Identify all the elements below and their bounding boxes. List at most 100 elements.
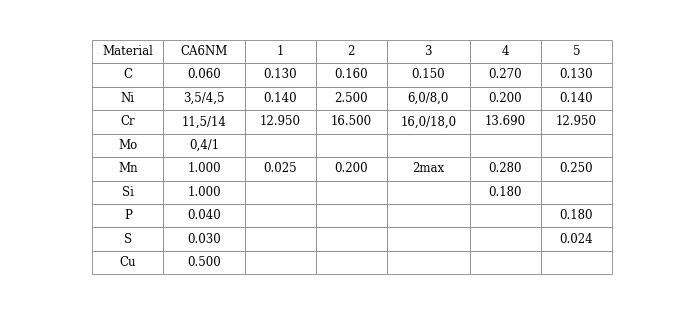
Text: 3: 3 [425, 45, 432, 58]
Text: 6,0/8,0: 6,0/8,0 [407, 92, 449, 105]
Bar [315, 157, 387, 180]
Bar [470, 204, 541, 227]
Bar [470, 63, 541, 87]
Bar [92, 251, 164, 274]
Bar [541, 204, 612, 227]
Text: 11,5/14: 11,5/14 [181, 115, 227, 128]
Bar [92, 87, 164, 110]
Text: 0.200: 0.200 [488, 92, 522, 105]
Bar [92, 204, 164, 227]
Bar [245, 134, 315, 157]
Text: Si: Si [122, 186, 134, 199]
Bar [541, 157, 612, 180]
Bar [92, 134, 164, 157]
Text: 0.500: 0.500 [187, 256, 221, 269]
Text: 0.200: 0.200 [335, 162, 368, 175]
Bar [245, 110, 315, 134]
Bar [541, 110, 612, 134]
Bar [315, 63, 387, 87]
Text: 0.140: 0.140 [560, 92, 593, 105]
Text: 4: 4 [502, 45, 509, 58]
Bar [470, 227, 541, 251]
Bar [315, 251, 387, 274]
Text: 0.180: 0.180 [488, 186, 522, 199]
Bar [164, 227, 245, 251]
Text: 0.024: 0.024 [560, 233, 593, 246]
Bar [387, 40, 470, 63]
Bar [164, 63, 245, 87]
Text: 2max: 2max [412, 162, 444, 175]
Bar [92, 110, 164, 134]
Text: 0.180: 0.180 [560, 209, 593, 222]
Bar [541, 180, 612, 204]
Text: 0.040: 0.040 [187, 209, 221, 222]
Bar [470, 87, 541, 110]
Bar [541, 251, 612, 274]
Text: 12.950: 12.950 [260, 115, 301, 128]
Bar [315, 227, 387, 251]
Bar [92, 157, 164, 180]
Bar [245, 180, 315, 204]
Bar [541, 40, 612, 63]
Bar [541, 134, 612, 157]
Bar [541, 63, 612, 87]
Bar [164, 40, 245, 63]
Text: 0.130: 0.130 [263, 68, 297, 81]
Bar [470, 134, 541, 157]
Text: 3,5/4,5: 3,5/4,5 [183, 92, 225, 105]
Bar [387, 180, 470, 204]
Text: 0.025: 0.025 [263, 162, 297, 175]
Bar [387, 227, 470, 251]
Bar [164, 204, 245, 227]
Text: Cr: Cr [120, 115, 135, 128]
Text: P: P [124, 209, 132, 222]
Text: CA6NM: CA6NM [180, 45, 227, 58]
Bar [164, 110, 245, 134]
Text: 2: 2 [348, 45, 355, 58]
Text: 1: 1 [276, 45, 284, 58]
Bar [92, 180, 164, 204]
Bar [164, 180, 245, 204]
Text: 0.270: 0.270 [488, 68, 522, 81]
Bar [315, 87, 387, 110]
Bar [387, 157, 470, 180]
Bar [92, 227, 164, 251]
Text: 0.160: 0.160 [335, 68, 368, 81]
Bar [245, 63, 315, 87]
Bar [541, 227, 612, 251]
Bar [164, 157, 245, 180]
Text: 0.060: 0.060 [187, 68, 221, 81]
Text: 0.140: 0.140 [263, 92, 297, 105]
Text: 0.030: 0.030 [187, 233, 221, 246]
Text: 13.690: 13.690 [485, 115, 526, 128]
Text: 2.500: 2.500 [335, 92, 368, 105]
Text: 0.150: 0.150 [412, 68, 445, 81]
Text: 5: 5 [573, 45, 580, 58]
Bar [164, 251, 245, 274]
Text: Ni: Ni [121, 92, 135, 105]
Bar [470, 157, 541, 180]
Bar [541, 87, 612, 110]
Text: Material: Material [102, 45, 153, 58]
Bar [164, 134, 245, 157]
Bar [245, 157, 315, 180]
Bar [315, 180, 387, 204]
Bar [92, 63, 164, 87]
Bar [245, 227, 315, 251]
Bar [245, 87, 315, 110]
Bar [387, 87, 470, 110]
Bar [387, 110, 470, 134]
Bar [245, 204, 315, 227]
Bar [387, 204, 470, 227]
Bar [470, 110, 541, 134]
Text: Mn: Mn [118, 162, 137, 175]
Bar [470, 180, 541, 204]
Bar [245, 251, 315, 274]
Bar [387, 251, 470, 274]
Text: 12.950: 12.950 [556, 115, 597, 128]
Bar [387, 63, 470, 87]
Bar [315, 110, 387, 134]
Bar [387, 134, 470, 157]
Text: 0.250: 0.250 [560, 162, 593, 175]
Bar [315, 134, 387, 157]
